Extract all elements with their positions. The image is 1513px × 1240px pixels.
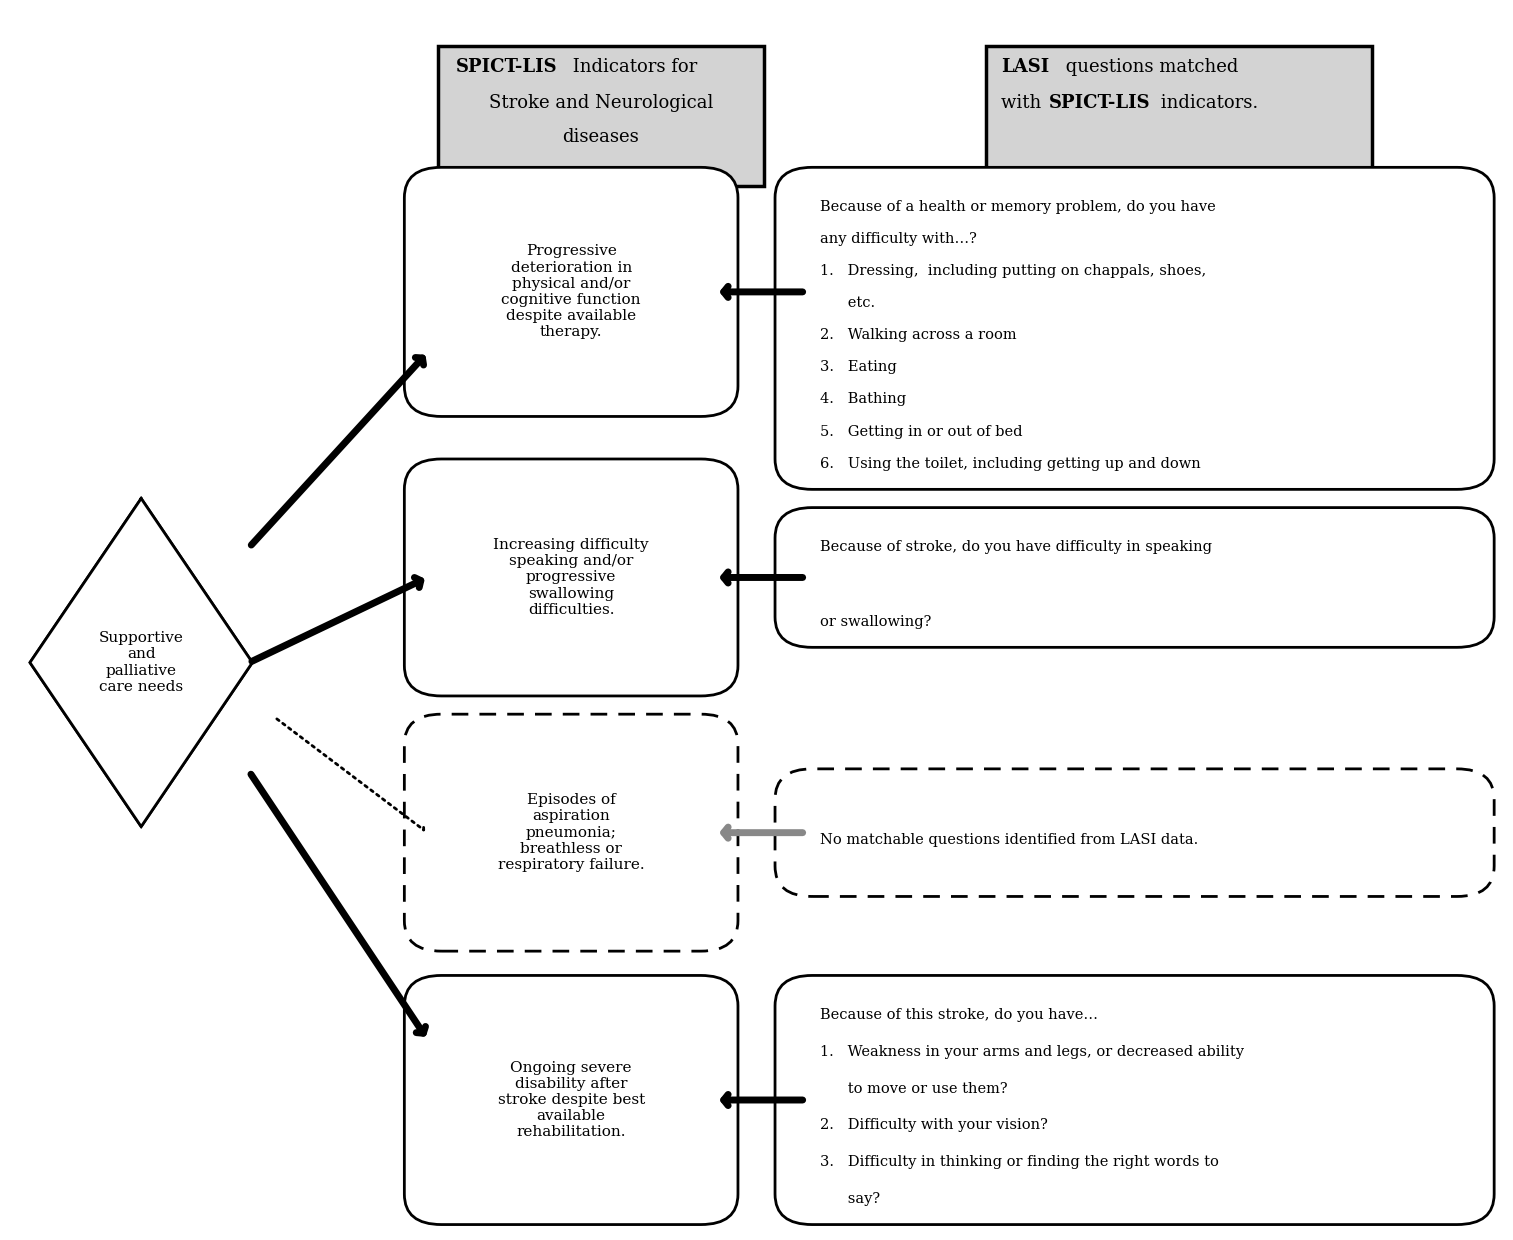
Text: Because of this stroke, do you have…: Because of this stroke, do you have… xyxy=(820,1008,1097,1022)
Text: Progressive
deterioration in
physical and/or
cognitive function
despite availabl: Progressive deterioration in physical an… xyxy=(501,244,642,340)
FancyBboxPatch shape xyxy=(775,976,1495,1225)
Text: 5.   Getting in or out of bed: 5. Getting in or out of bed xyxy=(820,424,1021,439)
Text: any difficulty with…?: any difficulty with…? xyxy=(820,232,976,247)
Text: diseases: diseases xyxy=(563,129,638,146)
FancyBboxPatch shape xyxy=(404,976,738,1225)
Text: 2.   Walking across a room: 2. Walking across a room xyxy=(820,329,1017,342)
Text: Indicators for: Indicators for xyxy=(567,58,697,76)
Text: 6.   Using the toilet, including getting up and down: 6. Using the toilet, including getting u… xyxy=(820,456,1200,470)
Text: 1.   Dressing,  including putting on chappals, shoes,: 1. Dressing, including putting on chappa… xyxy=(820,264,1206,278)
FancyBboxPatch shape xyxy=(775,507,1495,647)
FancyBboxPatch shape xyxy=(404,714,738,951)
Text: or swallowing?: or swallowing? xyxy=(820,615,930,629)
Text: SPICT-LIS: SPICT-LIS xyxy=(455,58,557,76)
Text: say?: say? xyxy=(820,1192,879,1205)
FancyBboxPatch shape xyxy=(404,459,738,696)
Bar xyxy=(986,46,1372,174)
Text: Because of stroke, do you have difficulty in speaking: Because of stroke, do you have difficult… xyxy=(820,541,1212,554)
Text: Supportive
and
palliative
care needs: Supportive and palliative care needs xyxy=(98,631,183,694)
Text: 3.   Eating: 3. Eating xyxy=(820,361,896,374)
Text: SPICT-LIS: SPICT-LIS xyxy=(1049,94,1150,113)
Text: Increasing difficulty
speaking and/or
progressive
swallowing
difficulties.: Increasing difficulty speaking and/or pr… xyxy=(493,538,649,616)
Text: No matchable questions identified from LASI data.: No matchable questions identified from L… xyxy=(820,833,1198,847)
Text: with: with xyxy=(1002,94,1047,113)
Text: questions matched: questions matched xyxy=(1061,58,1239,76)
Text: indicators.: indicators. xyxy=(1156,94,1259,113)
Text: 4.   Bathing: 4. Bathing xyxy=(820,392,906,407)
Text: 2.   Difficulty with your vision?: 2. Difficulty with your vision? xyxy=(820,1118,1047,1132)
Polygon shape xyxy=(30,498,253,827)
Text: Because of a health or memory problem, do you have: Because of a health or memory problem, d… xyxy=(820,200,1215,215)
FancyBboxPatch shape xyxy=(404,167,738,417)
Text: 3.   Difficulty in thinking or finding the right words to: 3. Difficulty in thinking or finding the… xyxy=(820,1154,1218,1169)
Text: to move or use them?: to move or use them? xyxy=(820,1081,1008,1096)
FancyBboxPatch shape xyxy=(775,769,1495,897)
Text: Episodes of
aspiration
pneumonia;
breathless or
respiratory failure.: Episodes of aspiration pneumonia; breath… xyxy=(498,794,645,872)
Bar xyxy=(437,46,764,186)
Text: 1.   Weakness in your arms and legs, or decreased ability: 1. Weakness in your arms and legs, or de… xyxy=(820,1045,1244,1059)
FancyBboxPatch shape xyxy=(775,167,1495,490)
Text: etc.: etc. xyxy=(820,296,875,310)
Text: LASI: LASI xyxy=(1002,58,1050,76)
Text: Ongoing severe
disability after
stroke despite best
available
rehabilitation.: Ongoing severe disability after stroke d… xyxy=(498,1060,645,1140)
Text: Stroke and Neurological: Stroke and Neurological xyxy=(489,94,713,113)
